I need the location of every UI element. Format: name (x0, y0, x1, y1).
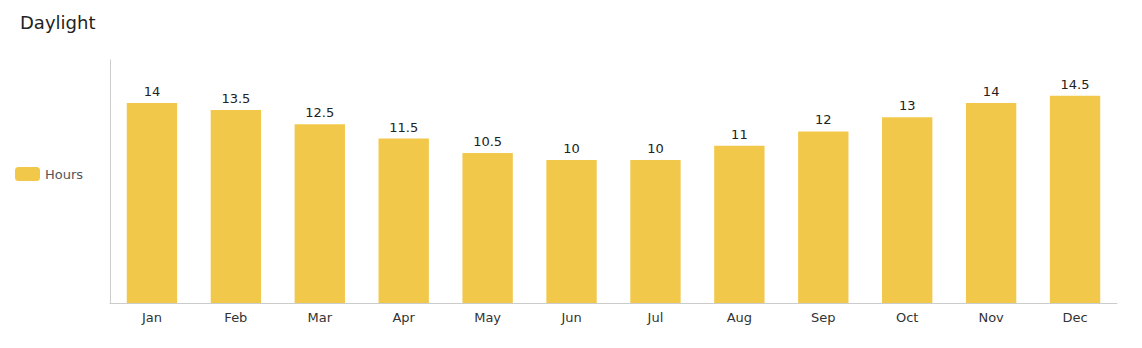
svg-text:Jul: Jul (647, 310, 664, 325)
svg-text:Feb: Feb (224, 310, 247, 325)
svg-text:12: 12 (815, 112, 832, 127)
svg-text:Aug: Aug (727, 310, 752, 325)
svg-text:Jan: Jan (141, 310, 162, 325)
svg-text:Mar: Mar (308, 310, 333, 325)
svg-text:14.5: 14.5 (1061, 77, 1090, 92)
svg-text:Apr: Apr (392, 310, 415, 325)
svg-text:12.5: 12.5 (305, 105, 334, 120)
svg-text:Nov: Nov (978, 310, 1004, 325)
svg-text:Oct: Oct (896, 310, 918, 325)
svg-text:14: 14 (144, 84, 161, 99)
svg-text:11.5: 11.5 (389, 120, 418, 135)
svg-text:10: 10 (647, 141, 664, 156)
svg-text:10.5: 10.5 (473, 134, 502, 149)
svg-text:Jun: Jun (560, 310, 581, 325)
svg-text:May: May (474, 310, 501, 325)
svg-text:Sep: Sep (811, 310, 836, 325)
svg-text:Daylight: Daylight (20, 12, 95, 33)
svg-text:10: 10 (563, 141, 580, 156)
svg-text:14: 14 (983, 84, 1000, 99)
svg-text:Hours: Hours (45, 167, 83, 182)
svg-text:Dec: Dec (1062, 310, 1087, 325)
svg-text:11: 11 (731, 127, 748, 142)
svg-text:13.5: 13.5 (221, 91, 250, 106)
svg-text:13: 13 (899, 98, 916, 113)
